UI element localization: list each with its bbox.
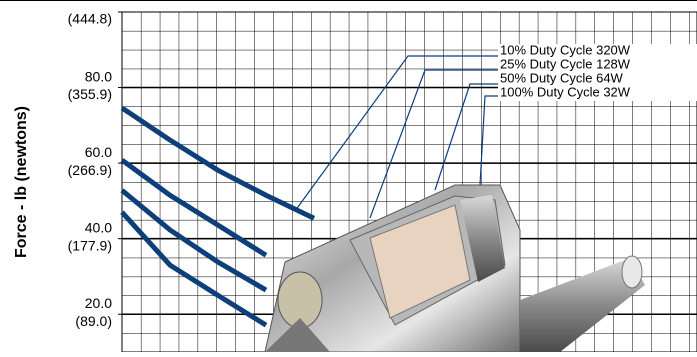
y2-tick-label: (89.0) xyxy=(75,313,112,329)
series-line xyxy=(120,105,316,221)
series-line xyxy=(120,210,268,328)
leader-line xyxy=(434,83,498,191)
leader-line xyxy=(369,69,498,219)
y-tick-label: 40.0 xyxy=(85,219,112,235)
y2-tick-label: (355.9) xyxy=(68,86,112,102)
y-tick-label: 20.0 xyxy=(85,295,112,311)
leader-line xyxy=(294,55,498,212)
y-tick-label: 80.0 xyxy=(85,68,112,84)
legend-box xyxy=(498,44,697,101)
y2-tick-label: (177.9) xyxy=(68,237,112,253)
photo-thread xyxy=(265,318,330,352)
photo-coil xyxy=(369,204,471,319)
legend-entry: 10% Duty Cycle 320W xyxy=(500,42,631,57)
legend-entry: 100% Duty Cycle 32W xyxy=(500,84,631,99)
y2-tick-label: (266.9) xyxy=(68,162,112,178)
legend-entry: 25% Duty Cycle 128W xyxy=(500,56,631,71)
y-axis-label: Force - lb (newtons) xyxy=(13,106,30,258)
photo-plunger-end xyxy=(621,255,643,289)
series-line xyxy=(120,188,268,293)
photo-side xyxy=(460,195,505,282)
y-tick-label: 60.0 xyxy=(85,144,112,160)
photo-plunger xyxy=(520,258,645,352)
product-photo xyxy=(264,184,645,353)
y2-tick-label: (444.8) xyxy=(68,11,112,27)
series-line xyxy=(120,158,268,258)
legend-entry: 50% Duty Cycle 64W xyxy=(500,70,624,85)
leader-line xyxy=(479,95,498,186)
legend-leaders xyxy=(294,55,498,219)
